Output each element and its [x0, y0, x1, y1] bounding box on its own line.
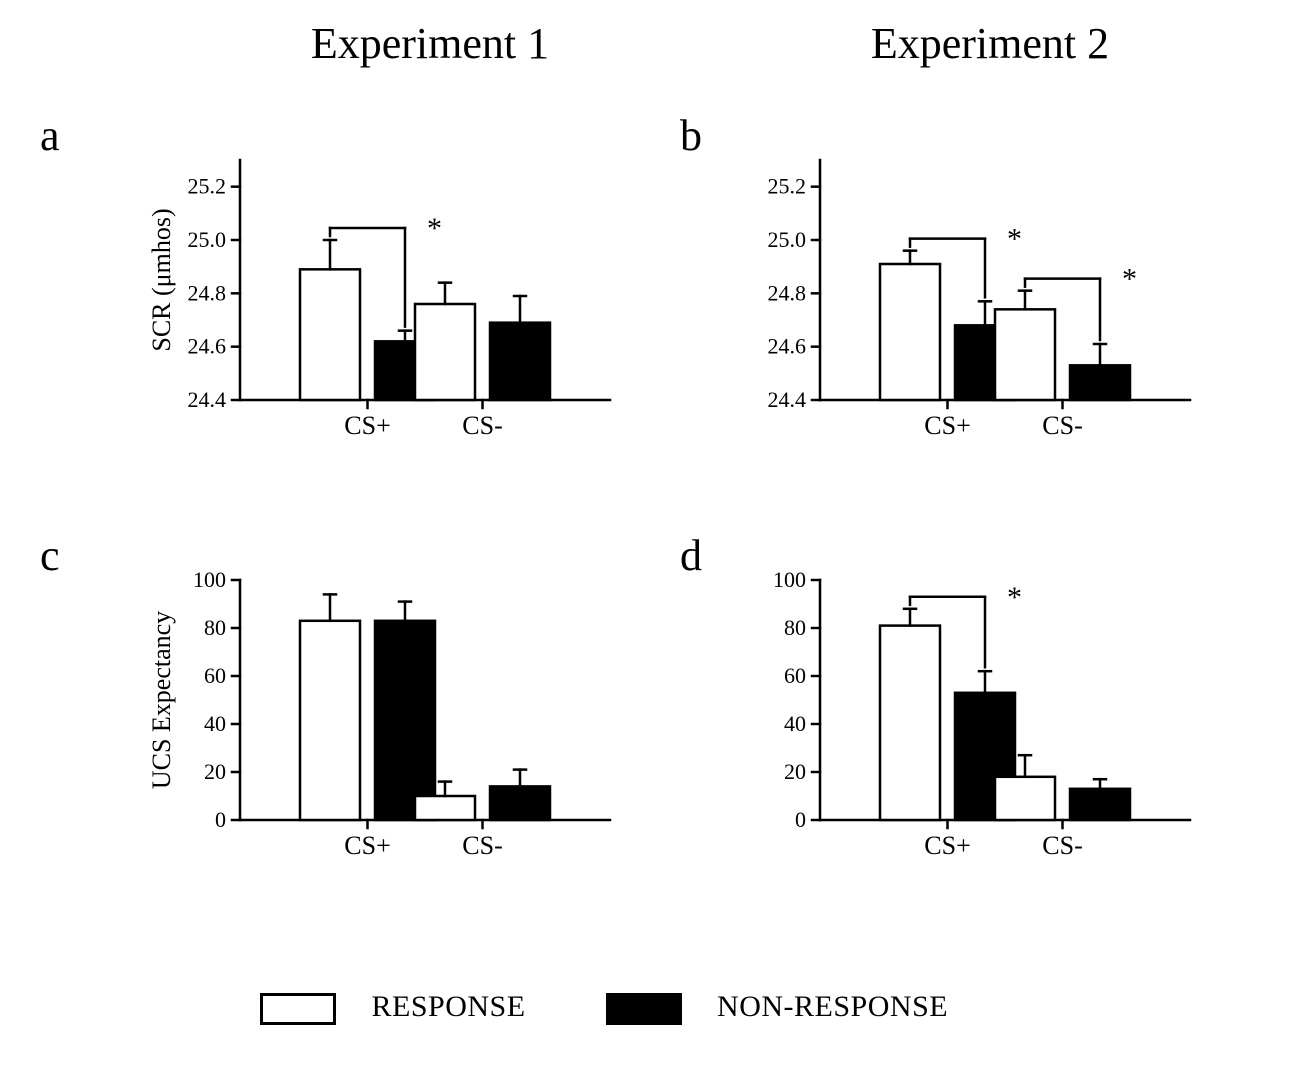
x-category-label: CS+: [344, 411, 390, 440]
ytick-label: 60: [204, 663, 226, 688]
ytick-label: 80: [784, 615, 806, 640]
x-category-label: CS-: [1042, 831, 1082, 860]
x-category-label: CS-: [462, 831, 502, 860]
chart-c: 0 20 40 60 80 100 UCS Expectancy CS+ CS-: [150, 560, 630, 940]
x-category-label: CS+: [924, 411, 970, 440]
bar-response: [880, 626, 940, 820]
col1-title: Experiment 1: [230, 18, 630, 69]
sig-star: *: [1007, 223, 1022, 256]
ytick-label: 0: [795, 807, 806, 832]
panel-c: 0 20 40 60 80 100 UCS Expectancy CS+ CS-: [150, 560, 630, 940]
legend-label-nonresponse: NON-RESPONSE: [717, 990, 948, 1023]
sig-star: *: [1007, 581, 1022, 614]
x-category-label: CS+: [344, 831, 390, 860]
bar-response: [300, 621, 360, 820]
bar-response: [300, 269, 360, 400]
ytick-label: 24.6: [768, 334, 807, 359]
ytick-label: 20: [204, 759, 226, 784]
y-axis-label: UCS Expectancy: [150, 611, 176, 789]
legend-label-response: RESPONSE: [372, 990, 526, 1023]
bar-response: [880, 264, 940, 400]
sig-star: *: [1122, 263, 1137, 296]
ytick-label: 24.4: [768, 387, 807, 412]
bar-response: [415, 304, 475, 400]
panel-letter-c: c: [40, 530, 60, 581]
ytick-label: 24.6: [188, 334, 227, 359]
ytick-label: 24.8: [188, 280, 227, 305]
legend: RESPONSE NON-RESPONSE: [260, 990, 948, 1025]
ytick-label: 0: [215, 807, 226, 832]
ytick-label: 24.8: [768, 280, 807, 305]
ytick-label: 100: [773, 567, 806, 592]
bar-response: [995, 777, 1055, 820]
panel-d: 0 20 40 60 80 100 CS+ * CS-: [730, 560, 1210, 940]
ytick-label: 25.0: [188, 227, 227, 252]
legend-swatch-response: [260, 993, 336, 1025]
legend-swatch-nonresponse: [606, 993, 682, 1025]
ytick-label: 25.0: [768, 227, 807, 252]
bar-nonresponse: [490, 786, 550, 820]
x-category-label: CS-: [462, 411, 502, 440]
bar-nonresponse: [375, 621, 435, 820]
bar-nonresponse: [1070, 365, 1130, 400]
ytick-label: 20: [784, 759, 806, 784]
legend-response: RESPONSE: [260, 990, 526, 1025]
col2-title: Experiment 2: [780, 18, 1200, 69]
panel-b: 24.4 24.6 24.8 25.0 25.2 CS+ * CS- *: [730, 140, 1210, 500]
chart-b: 24.4 24.6 24.8 25.0 25.2 CS+ * CS- *: [730, 140, 1210, 500]
ytick-label: 60: [784, 663, 806, 688]
ytick-label: 25.2: [188, 174, 227, 199]
panel-letter-b: b: [680, 110, 702, 161]
ytick-label: 80: [204, 615, 226, 640]
ytick-label: 25.2: [768, 174, 807, 199]
y-axis-label: SCR (μmhos): [150, 208, 176, 351]
panel-letter-d: d: [680, 530, 702, 581]
chart-d: 0 20 40 60 80 100 CS+ * CS-: [730, 560, 1210, 940]
x-category-label: CS-: [1042, 411, 1082, 440]
ytick-label: 40: [204, 711, 226, 736]
bar-response: [995, 309, 1055, 400]
bar-nonresponse: [1070, 789, 1130, 820]
chart-a: 24.4 24.6 24.8 25.0 25.2 SCR (μmhos) CS+ * CS-: [150, 140, 630, 500]
panel-letter-a: a: [40, 110, 60, 161]
ytick-label: 40: [784, 711, 806, 736]
x-category-label: CS+: [924, 831, 970, 860]
panel-a: 24.4 24.6 24.8 25.0 25.2 SCR (μmhos) CS+ * CS-: [150, 140, 630, 500]
sig-star: *: [427, 212, 442, 245]
ytick-label: 24.4: [188, 387, 227, 412]
legend-nonresponse: NON-RESPONSE: [606, 990, 949, 1025]
ytick-label: 100: [193, 567, 226, 592]
bar-response: [415, 796, 475, 820]
bar-nonresponse: [490, 323, 550, 400]
